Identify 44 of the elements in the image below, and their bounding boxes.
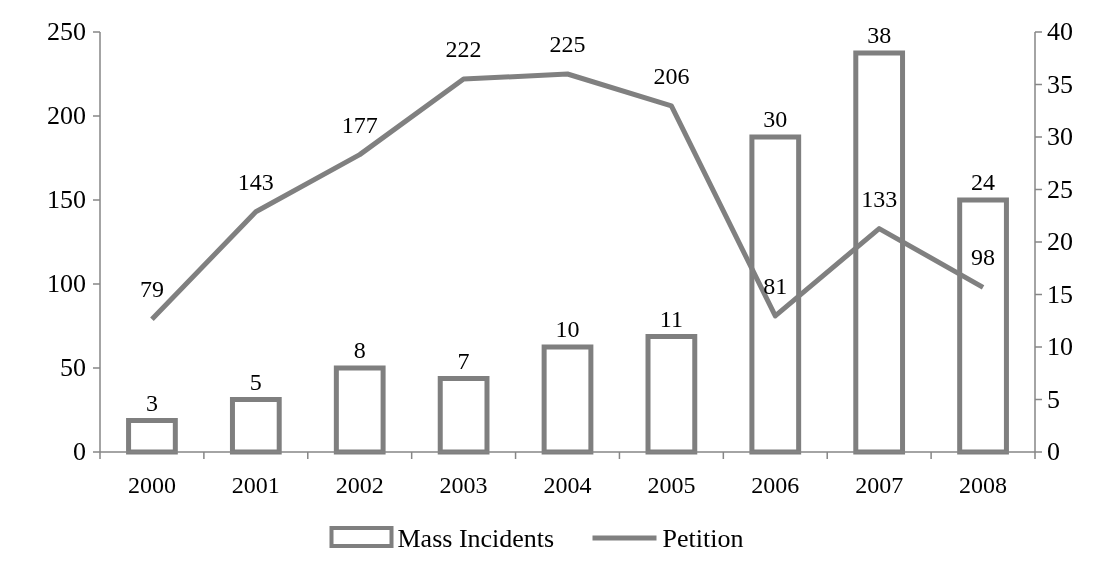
x-tick-label: 2007 <box>855 472 904 498</box>
x-tick-label: 2005 <box>647 472 696 498</box>
y2-tick-label: 15 <box>1047 279 1073 309</box>
x-tick-label: 2003 <box>439 472 488 498</box>
data-label: 79 <box>139 276 164 303</box>
legend-label: Petition <box>662 524 744 553</box>
x-tick-label: 2000 <box>127 472 176 498</box>
data-label: 30 <box>763 106 788 132</box>
data-label: 7 <box>457 347 470 374</box>
x-tick-label: 2006 <box>751 472 800 498</box>
x-tick-label: 2008 <box>959 472 1008 498</box>
data-label: 11 <box>659 305 683 332</box>
data-label: 177 <box>341 111 378 138</box>
y-tick-label: 50 <box>60 353 86 382</box>
y2-tick-label: 5 <box>1047 384 1060 414</box>
y-tick-label: 0 <box>73 437 86 466</box>
y-tick-label: 200 <box>47 101 86 130</box>
x-tick-label: 2002 <box>335 472 384 498</box>
y-tick-label: 150 <box>47 185 86 214</box>
data-label: 98 <box>971 244 996 271</box>
y2-tick-label: 35 <box>1047 69 1073 99</box>
legend-label: Mass Incidents <box>397 524 555 553</box>
y2-tick-label: 0 <box>1047 437 1060 466</box>
data-label: 143 <box>237 168 274 195</box>
data-label: 225 <box>549 31 586 57</box>
data-label: 81 <box>763 272 788 299</box>
x-tick-label: 2001 <box>231 472 280 498</box>
y-tick-label: 250 <box>47 17 86 46</box>
data-label: 3 <box>145 389 158 416</box>
y2-tick-label: 40 <box>1047 17 1073 46</box>
data-label: 206 <box>653 62 690 89</box>
data-label: 5 <box>249 368 262 395</box>
data-label: 38 <box>867 22 892 48</box>
y2-tick-label: 10 <box>1047 332 1073 361</box>
y2-tick-label: 25 <box>1047 174 1073 204</box>
y2-tick-label: 20 <box>1047 227 1073 256</box>
y-tick-label: 100 <box>47 269 86 298</box>
y2-tick-label: 30 <box>1047 122 1073 151</box>
data-label: 10 <box>555 316 580 342</box>
data-label: 24 <box>971 169 996 195</box>
data-label: 133 <box>861 185 898 212</box>
data-label: 8 <box>353 337 366 363</box>
x-tick-label: 2004 <box>543 472 592 498</box>
data-label: 222 <box>445 36 482 63</box>
